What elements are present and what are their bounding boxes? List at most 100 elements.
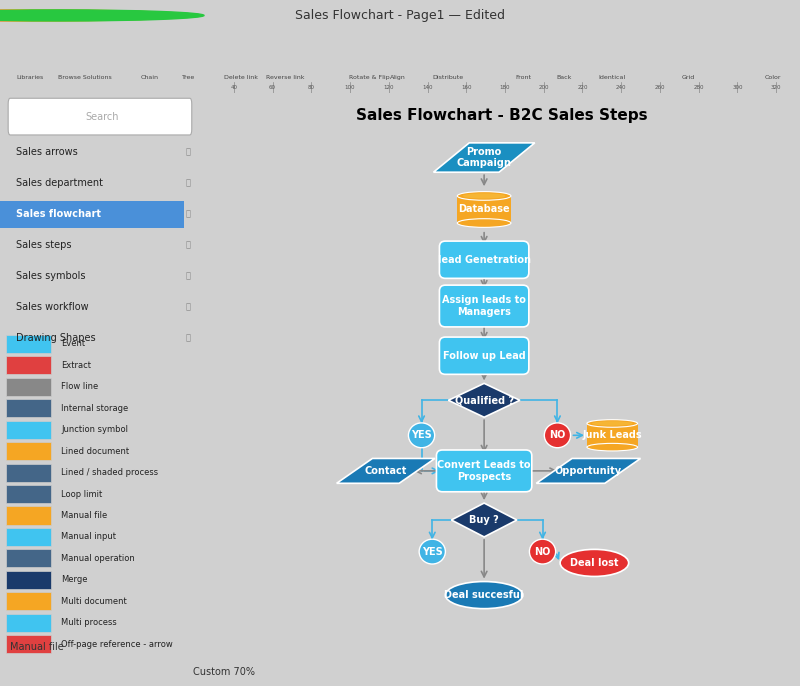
FancyBboxPatch shape (6, 335, 51, 353)
Text: Qualified ?: Qualified ? (454, 395, 514, 405)
Text: Sales department: Sales department (16, 178, 103, 188)
Text: Deal lost: Deal lost (570, 558, 618, 568)
Text: Lined document: Lined document (61, 447, 130, 456)
Text: Convert Leads to
Prospects: Convert Leads to Prospects (438, 460, 531, 482)
Text: Back: Back (557, 75, 572, 80)
FancyBboxPatch shape (6, 421, 51, 438)
Ellipse shape (587, 420, 638, 427)
Text: 260: 260 (654, 85, 665, 91)
FancyBboxPatch shape (6, 635, 51, 653)
Text: Sales workflow: Sales workflow (16, 302, 89, 312)
Text: Follow up Lead: Follow up Lead (442, 351, 526, 361)
Text: 240: 240 (616, 85, 626, 91)
Text: Grid: Grid (682, 75, 695, 80)
Text: Custom 70%: Custom 70% (193, 667, 255, 676)
Text: Opportunity: Opportunity (555, 466, 622, 476)
Text: Deal succesful: Deal succesful (445, 590, 524, 600)
Text: Multi process: Multi process (61, 618, 117, 627)
Polygon shape (434, 143, 534, 172)
FancyBboxPatch shape (6, 506, 51, 525)
Polygon shape (448, 383, 520, 417)
FancyBboxPatch shape (6, 614, 51, 632)
Text: Junk Leads: Junk Leads (582, 430, 642, 440)
FancyBboxPatch shape (6, 485, 51, 503)
Text: Browse Solutions: Browse Solutions (58, 75, 111, 80)
Text: Contact: Contact (365, 466, 407, 476)
Ellipse shape (560, 549, 629, 576)
Text: Internal storage: Internal storage (61, 403, 129, 413)
Text: 140: 140 (422, 85, 433, 91)
FancyBboxPatch shape (6, 464, 51, 482)
Circle shape (409, 423, 434, 448)
Ellipse shape (592, 421, 633, 426)
Ellipse shape (458, 219, 511, 227)
Text: ⓧ: ⓧ (185, 241, 190, 250)
Circle shape (0, 10, 172, 21)
Text: Delete link: Delete link (224, 75, 258, 80)
Text: Database: Database (458, 204, 510, 215)
Text: Assign leads to
Managers: Assign leads to Managers (442, 295, 526, 317)
Circle shape (0, 10, 204, 21)
Text: 200: 200 (538, 85, 549, 91)
Text: NO: NO (534, 547, 550, 556)
FancyBboxPatch shape (6, 592, 51, 611)
Text: Rotate & Flip: Rotate & Flip (349, 75, 390, 80)
Text: ⓧ: ⓧ (185, 303, 190, 311)
Text: Sales Flowchart - B2C Sales Steps: Sales Flowchart - B2C Sales Steps (356, 108, 648, 123)
Text: YES: YES (411, 430, 432, 440)
FancyBboxPatch shape (439, 337, 529, 375)
Polygon shape (337, 458, 435, 484)
Ellipse shape (446, 582, 523, 608)
Bar (458, 196, 511, 223)
Text: Loop limit: Loop limit (61, 490, 102, 499)
Text: 320: 320 (771, 85, 782, 91)
Text: Front: Front (515, 75, 531, 80)
Text: Sales arrows: Sales arrows (16, 147, 78, 157)
FancyBboxPatch shape (439, 241, 529, 279)
Ellipse shape (587, 443, 638, 451)
Ellipse shape (458, 191, 511, 200)
Text: 280: 280 (694, 85, 704, 91)
Circle shape (419, 539, 446, 564)
Text: Buy ?: Buy ? (470, 515, 499, 525)
Text: ⓧ: ⓧ (185, 333, 190, 343)
Polygon shape (536, 458, 641, 484)
Text: 300: 300 (732, 85, 742, 91)
Text: Color: Color (765, 75, 782, 80)
Text: 220: 220 (578, 85, 588, 91)
Text: Sales symbols: Sales symbols (16, 271, 86, 281)
Polygon shape (451, 503, 517, 537)
Text: Sales flowchart: Sales flowchart (16, 209, 102, 219)
Text: Align: Align (390, 75, 406, 80)
Text: 60: 60 (269, 85, 276, 91)
Text: Sales steps: Sales steps (16, 240, 72, 250)
Text: 40: 40 (230, 85, 238, 91)
Text: 120: 120 (383, 85, 394, 91)
Text: 160: 160 (461, 85, 471, 91)
Text: Search: Search (86, 112, 118, 121)
Text: Manual file: Manual file (61, 511, 107, 520)
Circle shape (530, 539, 556, 564)
Text: Promo
Campaign: Promo Campaign (457, 147, 511, 168)
Text: lead Genetration: lead Genetration (438, 255, 530, 265)
FancyBboxPatch shape (437, 450, 532, 492)
Text: YES: YES (422, 547, 442, 556)
FancyBboxPatch shape (6, 356, 51, 375)
Text: 180: 180 (500, 85, 510, 91)
Text: 100: 100 (345, 85, 355, 91)
Text: Off-page reference - arrow: Off-page reference - arrow (61, 640, 173, 649)
FancyBboxPatch shape (0, 201, 184, 228)
Bar (587, 423, 638, 447)
Text: Tree: Tree (182, 75, 196, 80)
Text: Drawing Shapes: Drawing Shapes (16, 333, 96, 343)
Ellipse shape (462, 193, 506, 198)
Text: Manual operation: Manual operation (61, 554, 135, 563)
Text: Manual input: Manual input (61, 532, 116, 541)
Text: 80: 80 (308, 85, 314, 91)
Text: Lined / shaded process: Lined / shaded process (61, 468, 158, 477)
Text: Reverse link: Reverse link (266, 75, 304, 80)
FancyBboxPatch shape (439, 285, 529, 327)
FancyBboxPatch shape (6, 442, 51, 460)
Text: Junction symbol: Junction symbol (61, 425, 128, 434)
Text: Event: Event (61, 340, 86, 348)
